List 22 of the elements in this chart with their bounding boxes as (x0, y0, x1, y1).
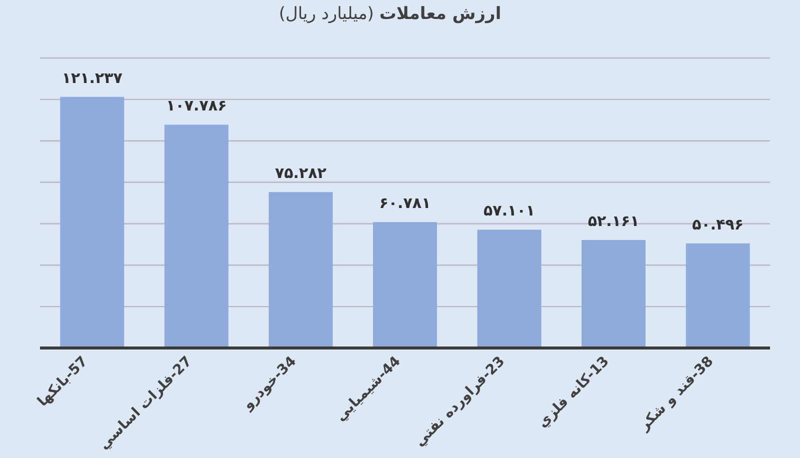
data-label: ۵۷.۱۰۱ (484, 202, 536, 220)
x-tick-label: 34-خودرو (239, 353, 300, 414)
data-label: ۵۰.۴۹۶ (692, 215, 744, 234)
bar (268, 192, 333, 348)
x-tick-label: 44-شیمیایي (332, 353, 404, 425)
x-tick-label: 13-کانه فلزي (534, 354, 612, 432)
data-label: ۵۲.۱۶۱ (588, 212, 640, 230)
x-tick-label: 38-قند و شکر (636, 354, 717, 434)
bar (582, 240, 646, 348)
data-label: ۱۲۱.۲۳۷ (62, 68, 122, 87)
x-tick-label: 23-فراورده نفتي (412, 354, 508, 450)
data-label: ۶۰.۷۸۱ (379, 194, 431, 212)
bar (477, 230, 542, 348)
data-label: ۱۰۷.۷۸۶ (166, 96, 227, 115)
data-label: ۷۵.۲۸۲ (274, 164, 326, 182)
bar (164, 124, 228, 348)
bar (373, 222, 437, 348)
bar (686, 243, 750, 348)
x-tick-label: 57-بانکها (34, 354, 91, 410)
chart-title: ارزش معاملات (میلیارد ریال) (278, 4, 502, 24)
x-tick-label: 27-فلزات اساسي (96, 354, 196, 453)
bar (60, 96, 124, 348)
